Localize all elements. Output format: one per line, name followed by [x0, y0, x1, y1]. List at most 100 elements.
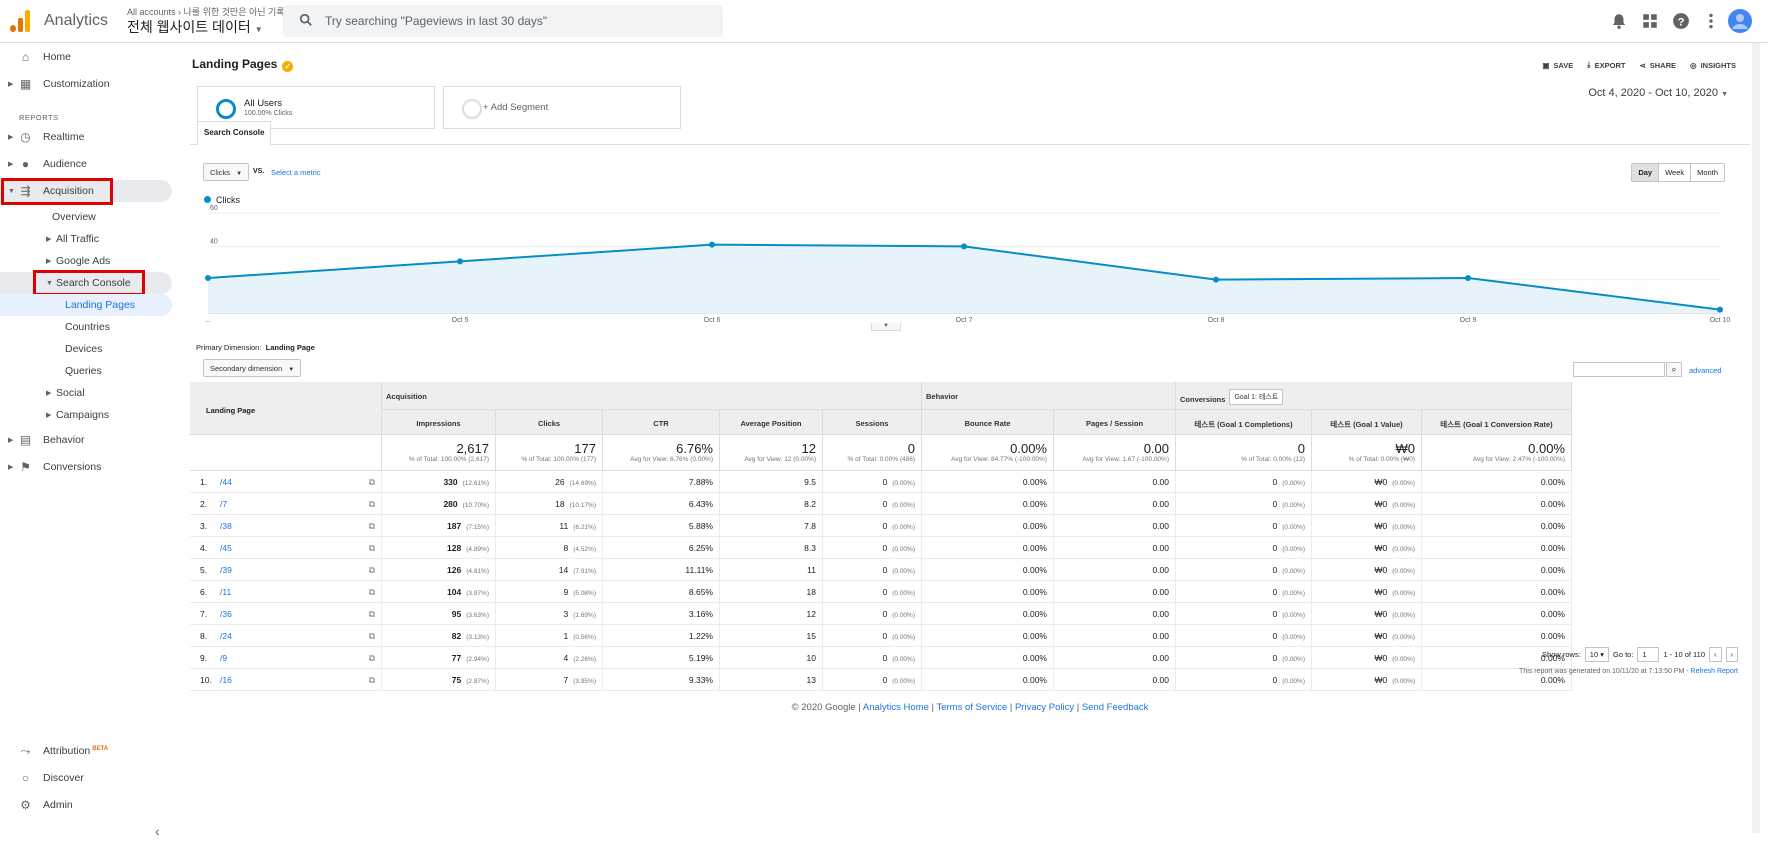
cell-value: 0.00	[1152, 565, 1169, 575]
landing-page-link[interactable]: /9	[220, 653, 228, 663]
column-header[interactable]: 테스트 (Goal 1 Value)	[1312, 410, 1422, 435]
nav-landing-pages[interactable]: Landing Pages	[0, 294, 172, 316]
nav-search-console[interactable]: ▼ Search Console	[0, 272, 172, 294]
search-input[interactable]: Try searching "Pageviews in last 30 days…	[283, 5, 723, 37]
nav-acquisition[interactable]: ▼ ⇶ Acquisition	[0, 180, 172, 202]
add-segment-button[interactable]: + Add Segment	[443, 86, 681, 129]
nav-customization[interactable]: ▶ ▦ Customization	[0, 73, 172, 95]
collapse-sidebar-icon[interactable]: ‹	[155, 823, 160, 839]
prev-page-icon[interactable]: ‹	[1709, 647, 1722, 662]
advanced-filter-link[interactable]: advanced	[1689, 366, 1722, 375]
nav-discover[interactable]: ○ Discover	[0, 767, 172, 789]
date-range-picker[interactable]: Oct 4, 2020 - Oct 10, 2020 ▼	[1588, 87, 1728, 99]
cell-value: 9.33%	[688, 675, 713, 685]
show-rows-select[interactable]: 10 ▾	[1584, 647, 1609, 662]
avatar[interactable]	[1728, 9, 1752, 33]
landing-page-link[interactable]: /36	[220, 609, 232, 619]
landing-page-link[interactable]: /39	[220, 565, 232, 575]
open-link-icon[interactable]: ⧉	[368, 653, 375, 663]
nav-social[interactable]: ▶ Social	[0, 382, 172, 404]
select-metric-link[interactable]: Select a metric	[271, 168, 321, 177]
open-link-icon[interactable]: ⧉	[368, 609, 375, 619]
nav-overview[interactable]: Overview	[0, 206, 172, 228]
primary-dimension-value[interactable]: Landing Page	[265, 343, 315, 352]
tab-search-console[interactable]: Search Console	[197, 121, 272, 145]
account-breadcrumb[interactable]: All accounts › 나를 위한 것만은 아닌 기록	[127, 7, 285, 17]
landing-page-link[interactable]: /44	[220, 477, 232, 487]
nav-queries[interactable]: Queries	[0, 360, 172, 382]
column-header[interactable]: 테스트 (Goal 1 Conversion Rate)	[1422, 410, 1572, 435]
terms-link[interactable]: Terms of Service	[936, 702, 1008, 713]
cell-value: 0	[1272, 499, 1278, 509]
export-button[interactable]: ⤓ EXPORT	[1587, 60, 1625, 70]
column-header[interactable]: Impressions	[382, 410, 496, 435]
dimension-header[interactable]: Landing Page	[206, 406, 256, 415]
landing-page-link[interactable]: /38	[220, 521, 232, 531]
analytics-logo-icon[interactable]	[10, 10, 32, 32]
table-cell: 75 (2.87%)	[382, 669, 496, 691]
nav-audience[interactable]: ▶ ● Audience	[0, 153, 172, 175]
privacy-link[interactable]: Privacy Policy	[1014, 702, 1075, 713]
total-cell: ₩0% of Total: 0.00% (₩0)	[1312, 435, 1422, 471]
open-link-icon[interactable]: ⧉	[368, 587, 375, 597]
open-link-icon[interactable]: ⧉	[368, 543, 375, 553]
save-button[interactable]: ▣ SAVE	[1542, 60, 1573, 70]
share-button[interactable]: ⋖ SHARE	[1639, 60, 1676, 70]
metric-select[interactable]: Clicks ▼	[203, 163, 250, 181]
column-header[interactable]: Clicks	[496, 410, 603, 435]
cell-percent: (0.56%)	[573, 634, 596, 641]
help-icon[interactable]: ?	[1672, 12, 1690, 30]
nav-attribution[interactable]: ⤳ Attribution BETA	[0, 740, 172, 762]
open-link-icon[interactable]: ⧉	[368, 675, 375, 685]
table-search-icon[interactable]: ⌕	[1666, 362, 1682, 377]
landing-page-link[interactable]: /16	[220, 675, 232, 685]
nav-realtime[interactable]: ▶ ◷ Realtime	[0, 126, 172, 148]
analytics-home-link[interactable]: Analytics Home	[862, 702, 929, 713]
nav-behavior[interactable]: ▶ ▤ Behavior	[0, 429, 172, 451]
column-header[interactable]: Average Position	[720, 410, 823, 435]
column-header[interactable]: Sessions	[823, 410, 922, 435]
nav-google-ads[interactable]: ▶ Google Ads	[0, 250, 172, 272]
column-header[interactable]: Bounce Rate	[922, 410, 1054, 435]
landing-page-link[interactable]: /45	[220, 543, 232, 553]
table-cell: 77 (2.94%)	[382, 647, 496, 669]
goto-input[interactable]: 1	[1637, 647, 1660, 662]
nav-countries[interactable]: Countries	[0, 316, 172, 338]
secondary-dimension-select[interactable]: Secondary dimension ▼	[203, 359, 302, 377]
notifications-icon[interactable]	[1610, 12, 1628, 30]
nav-home[interactable]: ⌂ Home	[0, 46, 172, 68]
open-link-icon[interactable]: ⧉	[368, 521, 375, 531]
open-link-icon[interactable]: ⧉	[368, 499, 375, 509]
column-header[interactable]: CTR	[603, 410, 720, 435]
nav-admin[interactable]: ⚙ Admin	[0, 794, 172, 816]
table-row: 8. /24 ⧉ 82 (3.13%) 1 (0.56%) 1.22% 15 0 (0.00%) 0.…	[190, 625, 1750, 647]
more-vert-icon[interactable]	[1702, 12, 1720, 30]
table-filter-input[interactable]	[1573, 362, 1665, 377]
open-link-icon[interactable]: ⧉	[368, 565, 375, 575]
goal-select[interactable]: Goal 1: 테스트	[1229, 389, 1284, 405]
open-link-icon[interactable]: ⧉	[368, 477, 375, 487]
nav-devices[interactable]: Devices	[0, 338, 172, 360]
insights-button[interactable]: ◎ INSIGHTS	[1690, 60, 1736, 70]
chart-resize-handle[interactable]: ▼	[871, 323, 901, 331]
landing-page-link[interactable]: /11	[220, 587, 232, 597]
scrollbar[interactable]	[1752, 43, 1760, 833]
app-name[interactable]: Analytics	[44, 12, 109, 29]
apps-icon[interactable]	[1641, 12, 1659, 30]
column-header[interactable]: Pages / Session	[1054, 410, 1176, 435]
property-selector[interactable]: 전체 웹사이트 데이터 ▼	[127, 17, 263, 37]
column-header[interactable]: 테스트 (Goal 1 Completions)	[1176, 410, 1312, 435]
nav-conversions[interactable]: ▶ ⚑ Conversions	[0, 456, 172, 478]
month-button[interactable]: Month	[1697, 168, 1718, 177]
nav-campaigns[interactable]: ▶ Campaigns	[0, 404, 172, 426]
nav-all-traffic[interactable]: ▶ All Traffic	[0, 228, 172, 250]
landing-page-link[interactable]: /7	[220, 499, 228, 509]
feedback-link[interactable]: Send Feedback	[1081, 702, 1149, 713]
next-page-icon[interactable]: ›	[1725, 647, 1738, 662]
landing-page-link[interactable]: /24	[220, 631, 232, 641]
open-link-icon[interactable]: ⧉	[368, 631, 375, 641]
week-button[interactable]: Week	[1659, 164, 1692, 181]
refresh-report-link[interactable]: Refresh Report	[1690, 668, 1738, 675]
day-button[interactable]: Day	[1632, 164, 1660, 181]
